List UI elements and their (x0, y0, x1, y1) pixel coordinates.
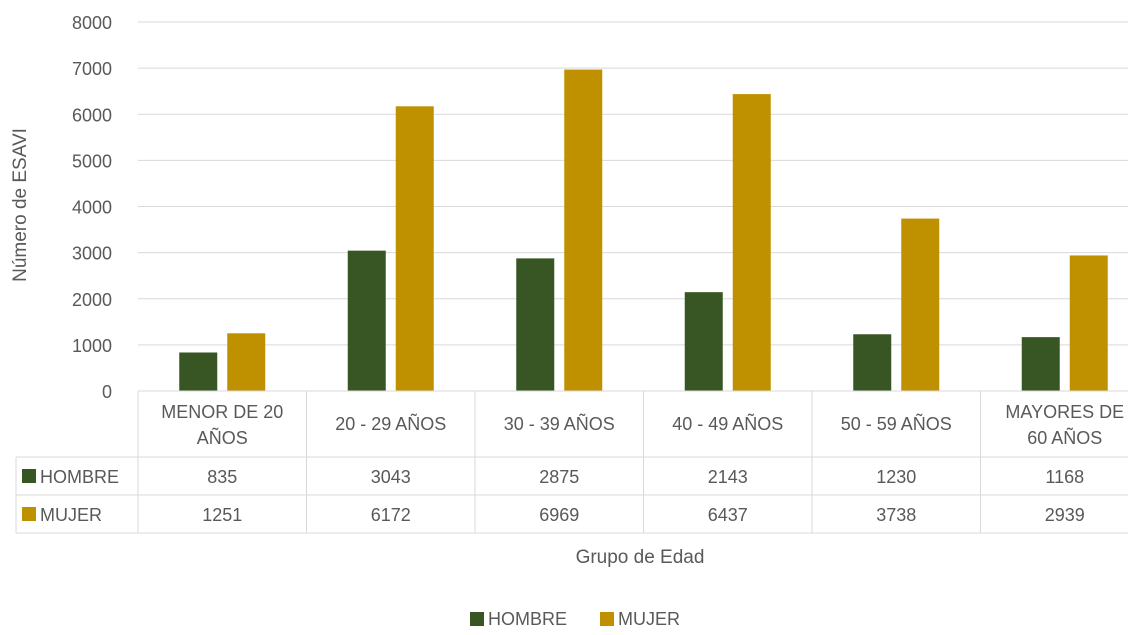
bar-mujer (564, 69, 603, 392)
bar-mujer (395, 106, 434, 391)
table-value: 835 (207, 467, 237, 487)
y-axis-label: Número de ESAVI (10, 128, 31, 282)
table-value: 6172 (371, 505, 411, 525)
table-value: 2875 (539, 467, 579, 487)
x-category-label: 50 - 59 AÑOS (841, 413, 952, 434)
table-series-label: MUJER (40, 505, 102, 525)
legend-key-mujer (600, 612, 614, 626)
table-value: 6969 (539, 505, 579, 525)
table-value: 3043 (371, 467, 411, 487)
x-category-label: 30 - 39 AÑOS (504, 413, 615, 434)
y-tick-label: 5000 (72, 151, 112, 171)
table-value: 6437 (708, 505, 748, 525)
legend-label: HOMBRE (488, 609, 567, 629)
x-category-label: 40 - 49 AÑOS (672, 413, 783, 434)
legend: HOMBRE MUJER (470, 609, 680, 629)
table-value: 1230 (876, 467, 916, 487)
x-axis-label: Grupo de Edad (576, 547, 705, 568)
y-tick-label: 8000 (72, 13, 112, 33)
legend-key-hombre (470, 612, 484, 626)
bar-mujer (732, 94, 771, 391)
table-value: 3738 (876, 505, 916, 525)
x-category-label: 60 AÑOS (1027, 427, 1102, 448)
bar-hombre (347, 250, 386, 391)
table-legend-key (22, 507, 36, 521)
bar-hombre (516, 258, 555, 391)
y-tick-labels: 0 1000 2000 3000 4000 5000 6000 7000 8000 (72, 13, 112, 402)
x-category-label: MENOR DE 20 (161, 402, 283, 422)
y-tick-label: 7000 (72, 59, 112, 79)
gridlines (138, 21, 1128, 392)
y-tick-label: 3000 (72, 244, 112, 264)
y-tick-label: 0 (102, 382, 112, 402)
table-legend-key (22, 469, 36, 483)
bar-hombre (179, 352, 218, 391)
table-value: 2143 (708, 467, 748, 487)
data-table: MENOR DE 20 AÑOS 20 - 29 AÑOS 30 - 39 AÑOS 4… (15, 390, 1128, 534)
bar-hombre (684, 292, 723, 391)
bars (179, 69, 1108, 392)
x-category-label: AÑOS (197, 427, 248, 448)
legend-label: MUJER (618, 609, 680, 629)
bar-hombre (853, 334, 892, 391)
x-category-label: 20 - 29 AÑOS (335, 413, 446, 434)
y-tick-label: 1000 (72, 336, 112, 356)
x-category-label: MAYORES DE (1005, 402, 1124, 422)
y-tick-label: 4000 (72, 198, 112, 218)
table-value: 1168 (1045, 467, 1084, 487)
bar-mujer (1069, 255, 1108, 391)
table-series-label: HOMBRE (40, 467, 119, 487)
table-value: 2939 (1045, 505, 1085, 525)
y-tick-label: 2000 (72, 290, 112, 310)
bar-hombre (1021, 337, 1060, 391)
bar-mujer (901, 218, 940, 391)
bar-mujer (227, 333, 266, 391)
table-value: 1251 (202, 505, 242, 525)
y-tick-label: 6000 (72, 105, 112, 125)
